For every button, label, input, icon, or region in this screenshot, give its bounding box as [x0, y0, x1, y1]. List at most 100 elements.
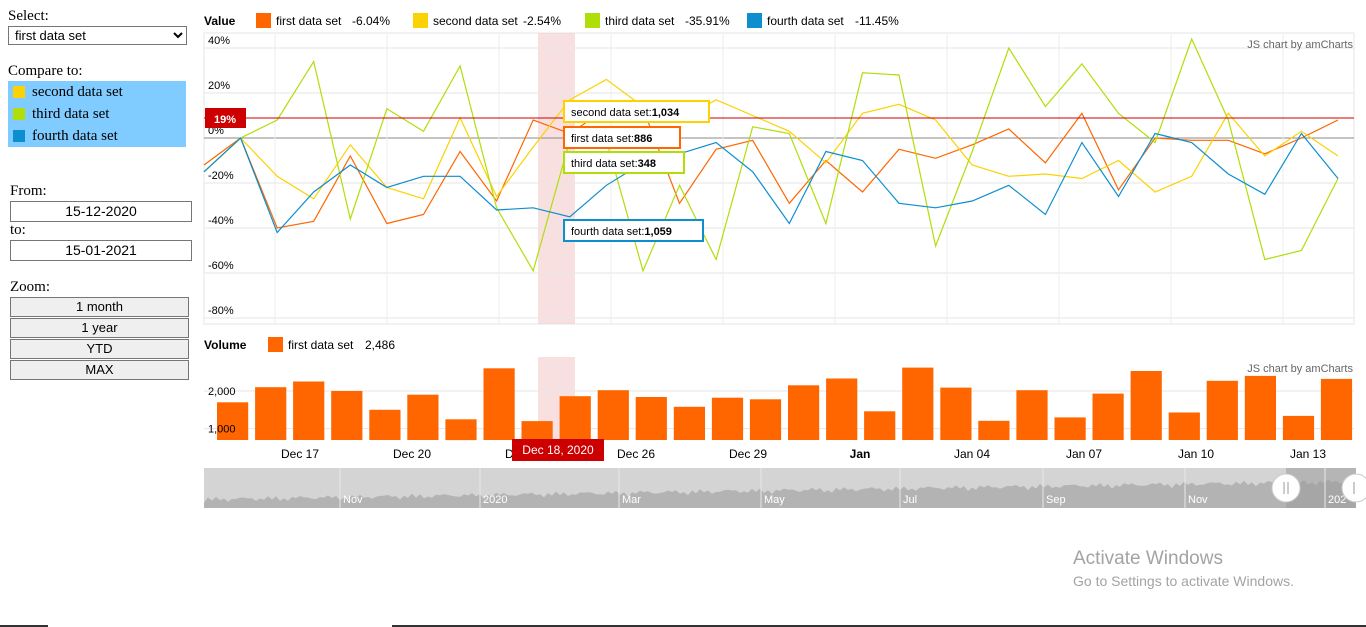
value-panel-title: Value: [204, 14, 236, 28]
balloon-third: third data set:348: [563, 151, 685, 174]
compare-list: second data set third data set fourth da…: [8, 81, 186, 147]
volume-bar: [940, 387, 972, 440]
volume-bar: [788, 385, 820, 440]
zoom-1-month-button[interactable]: 1 month: [10, 297, 189, 317]
volume-bar: [559, 396, 591, 440]
volume-bar: [673, 406, 705, 440]
balloon-text: second data set:1,034: [571, 107, 680, 119]
legend-item-first[interactable]: first data set -6.04%: [256, 13, 390, 28]
volume-bar: [597, 390, 629, 440]
legend-marker: [413, 13, 428, 28]
balloon-second: second data set:1,034: [563, 100, 710, 123]
dataset-select[interactable]: first data set: [8, 26, 187, 45]
grip-left-icon[interactable]: [1271, 473, 1301, 503]
taskbar-edge: [0, 624, 1366, 627]
volume-bar: [1168, 412, 1200, 440]
legend-marker: [268, 337, 283, 352]
zoom-1-year-button[interactable]: 1 year: [10, 318, 189, 338]
value-plot[interactable]: 40%20%0%-20%-40%-60%-80% JS chart by amC…: [203, 32, 1355, 325]
scrollbar-label: May: [764, 494, 785, 506]
zoom-label: Zoom:: [10, 279, 50, 295]
scrollbar-left-grip[interactable]: [1271, 473, 1301, 503]
volume-bar: [1320, 378, 1353, 440]
x-tick-label: Jan 07: [1066, 447, 1102, 461]
legend-item-third[interactable]: third data set -35.91%: [585, 13, 730, 28]
category-balloon-text: Dec 18, 2020: [522, 443, 594, 457]
balloon-frame: [563, 219, 704, 242]
x-tick-label: Jan: [850, 447, 871, 461]
balloon-text: first data set:886: [571, 133, 652, 145]
x-tick-label: Jan 04: [954, 447, 990, 461]
x-tick-label: Dec 17: [281, 447, 319, 461]
scrollbar-label: 202: [1328, 494, 1346, 506]
compare-item-fourth[interactable]: fourth data set: [8, 126, 186, 148]
volume-bar: [902, 367, 934, 440]
zoom-ytd-button[interactable]: YTD: [10, 339, 189, 359]
volume-bar: [255, 387, 287, 440]
value-series: [203, 37, 1339, 273]
volume-bar: [1282, 415, 1315, 440]
balloon-text: fourth data set:1,059: [571, 226, 672, 238]
volume-bar: [978, 420, 1010, 440]
windows-watermark-title: Activate Windows: [1073, 548, 1223, 569]
x-tick-label: Jan 13: [1290, 447, 1326, 461]
scrollbar-label: Mar: [622, 494, 641, 506]
volume-bar: [483, 368, 515, 440]
compare-item-label: third data set: [32, 106, 110, 122]
from-date-input[interactable]: 15-12-2020: [10, 201, 192, 222]
series-line: [203, 37, 1339, 273]
zoom-max-button[interactable]: MAX: [10, 360, 189, 380]
series-line: [203, 108, 1339, 229]
color-swatch: [13, 130, 25, 142]
balloon-text: third data set:348: [571, 158, 656, 170]
legend-item-volume[interactable]: first data set 2,486: [268, 337, 395, 352]
scrollbar-area-graph: [204, 479, 1356, 508]
volume-panel-title: Volume: [204, 338, 247, 352]
legend-marker: [747, 13, 762, 28]
category-balloon-box: [512, 439, 604, 461]
volume-bar: [369, 409, 401, 440]
color-swatch: [13, 86, 25, 98]
chart-credit[interactable]: JS chart by amCharts: [1247, 39, 1353, 51]
volume-bar: [1206, 380, 1238, 440]
volume-bar: [635, 397, 667, 440]
legend-value: -11.45%: [855, 14, 899, 28]
balloon-fourth: fourth data set:1,059: [563, 219, 704, 242]
compare-item-second[interactable]: second data set: [8, 82, 186, 104]
x-tick-label: Dec 26: [617, 447, 655, 461]
compare-item-third[interactable]: third data set: [8, 104, 186, 126]
volume-plot[interactable]: 2,000 1,000 JS chart by amCharts: [204, 357, 1354, 441]
volume-bar: [331, 391, 363, 440]
scrollbar-label: Nov: [1188, 494, 1208, 506]
scrollbar-right-grip[interactable]: [1341, 473, 1366, 503]
value-y-axis: 40%20%0%-20%-40%-60%-80%: [208, 35, 234, 317]
legend-item-fourth[interactable]: fourth data set -11.45%: [747, 13, 899, 28]
period-scrollbar[interactable]: Nov 2020 Mar May Jul Sep Nov 202: [204, 468, 1366, 508]
volume-bar: [1092, 393, 1124, 440]
value-grid: [204, 33, 1354, 324]
select-label: Select:: [8, 8, 49, 24]
balloon-frame: [563, 126, 681, 149]
volume-y-axis: 2,000 1,000: [208, 386, 236, 436]
chart-credit[interactable]: JS chart by amCharts: [1247, 363, 1353, 375]
value-y-tick-label: 20%: [208, 80, 230, 92]
to-date-input[interactable]: 15-01-2021: [10, 240, 192, 261]
legend-marker: [585, 13, 600, 28]
volume-bar: [1130, 371, 1162, 440]
volume-bar: [1244, 375, 1276, 440]
volume-bar: [293, 381, 325, 440]
legend-item-second[interactable]: second data set -2.54%: [413, 13, 561, 28]
balloon-frame: [563, 151, 685, 174]
value-plot-frame: [203, 32, 1355, 325]
volume-bar: [864, 411, 896, 440]
to-label: to:: [10, 222, 26, 238]
compare-item-label: second data set: [32, 84, 123, 100]
crosshair-value-box: [205, 108, 246, 128]
balloon-first: first data set:886: [563, 126, 681, 149]
volume-bar: [749, 399, 782, 440]
series-line: [203, 78, 1339, 200]
series-line: [203, 132, 1339, 234]
crosshair-value-text: 19%: [214, 114, 236, 126]
color-swatch: [13, 108, 25, 120]
